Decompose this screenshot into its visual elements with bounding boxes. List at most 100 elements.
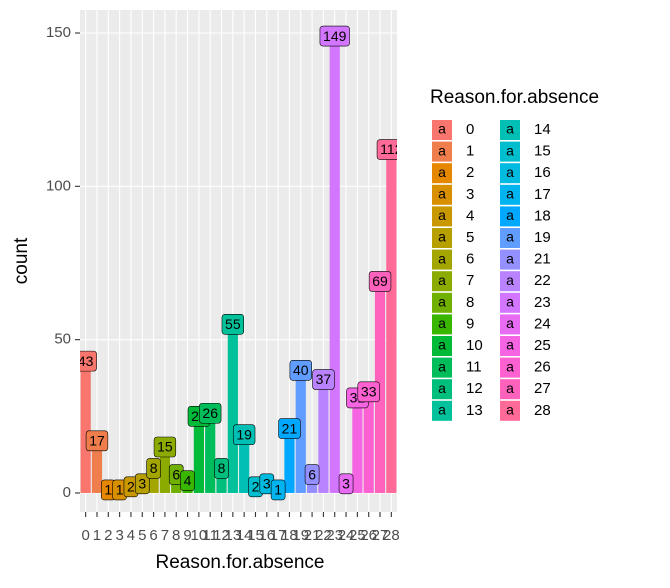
legend-key-glyph: a xyxy=(506,164,514,180)
value-label: 69 xyxy=(368,271,392,292)
legend-key-glyph: a xyxy=(438,164,446,180)
legend-label: 26 xyxy=(534,359,551,376)
value-label: 6 xyxy=(304,464,320,485)
value-label-text: 149 xyxy=(323,28,347,44)
legend-key-glyph: a xyxy=(506,272,514,288)
legend-label: 28 xyxy=(534,402,551,419)
legend-key xyxy=(432,400,452,421)
legend-label: 11 xyxy=(466,359,482,376)
value-label-box xyxy=(85,430,109,452)
bar xyxy=(193,416,204,493)
x-tick-label: 21 xyxy=(304,527,321,544)
value-label-text: 2 xyxy=(127,479,135,495)
value-label-text: 26 xyxy=(202,405,218,421)
legend-key xyxy=(500,228,520,248)
value-label: 149 xyxy=(319,25,350,47)
x-tick-label: 23 xyxy=(326,527,343,544)
y-tick-label: 100 xyxy=(46,177,71,194)
x-tick-label: 1 xyxy=(93,527,101,544)
x-tick-label: 13 xyxy=(224,527,241,544)
x-tick-label: 2 xyxy=(104,527,112,544)
value-label: 26 xyxy=(199,402,222,424)
legend-key xyxy=(500,292,520,313)
legend-key xyxy=(500,357,520,378)
legend-key xyxy=(500,141,520,162)
legend-key xyxy=(432,357,452,378)
value-label: 17 xyxy=(85,430,109,452)
legend-label: 1 xyxy=(466,143,474,160)
value-label-text: 17 xyxy=(89,433,105,449)
value-label-text: 6 xyxy=(172,466,180,482)
x-tick-label: 19 xyxy=(292,527,309,544)
legend-key xyxy=(432,206,452,227)
legend-label: 21 xyxy=(534,251,551,268)
value-label-text: 3 xyxy=(263,475,271,491)
legend-label: 0 xyxy=(466,121,474,138)
legend-key-glyph: a xyxy=(438,142,446,158)
value-label-text: 6 xyxy=(308,466,316,482)
value-label: 4 xyxy=(180,470,195,492)
legend-label: 7 xyxy=(466,272,474,289)
legend-key-glyph: a xyxy=(438,186,446,202)
legend-key-glyph: a xyxy=(506,294,514,310)
legend-key xyxy=(500,271,520,292)
legend-key-glyph: a xyxy=(438,337,446,353)
legend-key-glyph: a xyxy=(438,380,446,396)
value-label-box xyxy=(146,458,161,479)
value-label: 40 xyxy=(289,360,312,381)
legend-key xyxy=(500,120,520,140)
x-tick-label: 27 xyxy=(372,527,389,544)
legend-label: 2 xyxy=(466,164,474,181)
legend-key xyxy=(500,336,520,356)
value-label-text: 4 xyxy=(184,472,192,488)
x-axis-title: Reason.for.absence xyxy=(155,552,324,573)
legend-key xyxy=(500,400,520,421)
legend-key xyxy=(432,336,452,356)
legend-label: 8 xyxy=(466,294,474,311)
value-label: 37 xyxy=(312,369,335,390)
bar xyxy=(386,149,397,493)
legend-key-glyph: a xyxy=(506,337,514,353)
legend-label: 12 xyxy=(466,380,483,397)
bar xyxy=(91,440,103,493)
legend-key-glyph: a xyxy=(506,402,514,418)
legend-key-glyph: a xyxy=(438,315,446,331)
legend-label: 13 xyxy=(466,402,483,419)
value-label-text: 8 xyxy=(150,460,158,476)
value-label-box xyxy=(134,473,150,495)
value-label: 8 xyxy=(146,458,161,479)
legend-key-glyph: a xyxy=(438,229,446,245)
legend-key-glyph: a xyxy=(506,186,514,202)
value-label-box xyxy=(368,271,392,292)
bar xyxy=(363,391,374,493)
legend-key xyxy=(432,292,452,313)
y-tick-label: 50 xyxy=(54,331,71,348)
legend-label: 25 xyxy=(534,337,551,354)
bar xyxy=(205,413,216,493)
bar xyxy=(318,379,329,493)
value-label-text: 1 xyxy=(104,482,112,498)
value-label-box xyxy=(338,473,354,495)
x-tick-label: 14 xyxy=(236,527,253,544)
bar xyxy=(352,397,363,493)
bar xyxy=(284,428,295,493)
x-tick-label: 22 xyxy=(315,527,332,544)
value-label-box xyxy=(232,424,256,446)
x-tick-label: 10 xyxy=(191,527,208,544)
value-label-box xyxy=(319,25,350,47)
legend-key xyxy=(432,379,452,400)
x-tick-label: 6 xyxy=(149,527,157,544)
x-tick-label: 24 xyxy=(338,527,355,544)
legend-key xyxy=(500,206,520,227)
legend-key-glyph: a xyxy=(506,207,514,223)
value-label: 15 xyxy=(153,436,177,458)
legend-key xyxy=(500,379,520,400)
value-label-text: 19 xyxy=(236,426,252,442)
x-tick-label: 17 xyxy=(270,527,287,544)
legend-label: 17 xyxy=(534,186,551,203)
value-label-box xyxy=(270,479,286,501)
x-tick-label: 16 xyxy=(258,527,275,544)
value-label: 33 xyxy=(357,381,380,403)
x-tick-label: 4 xyxy=(127,527,135,544)
